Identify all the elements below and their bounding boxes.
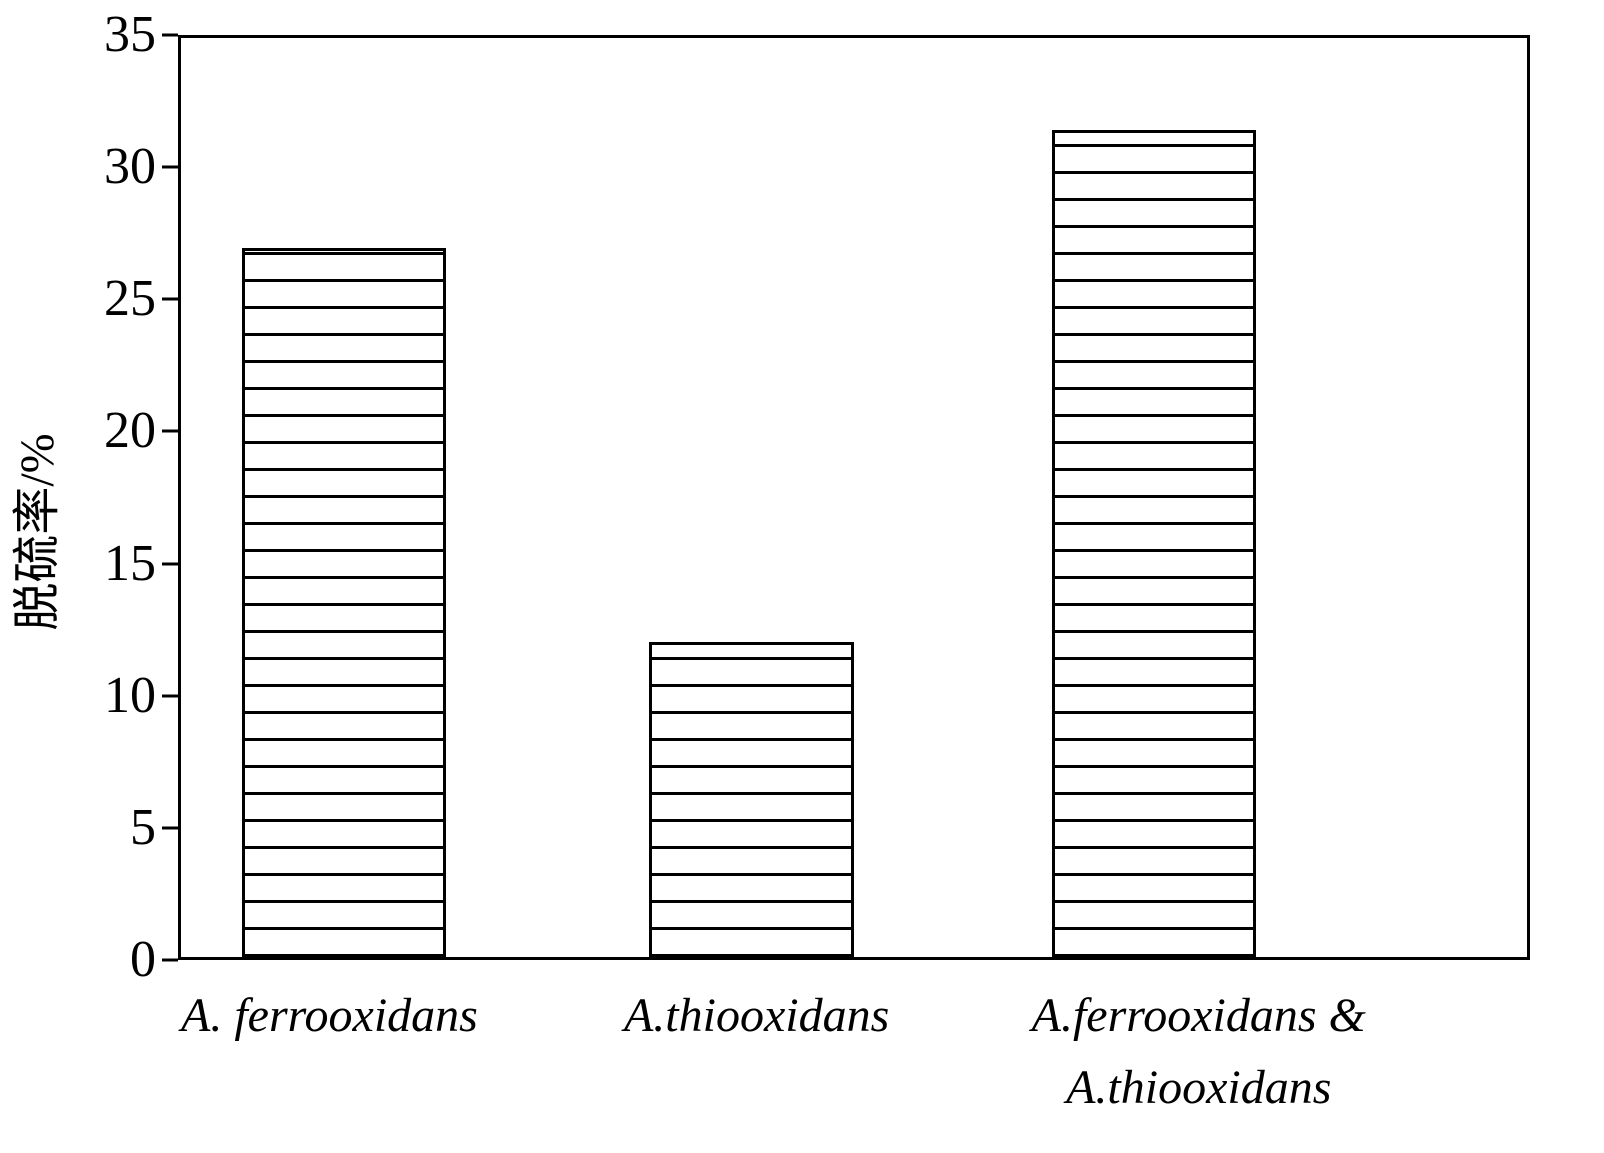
y-tick-label: 10 bbox=[104, 666, 156, 724]
y-tick-label: 30 bbox=[104, 138, 156, 196]
y-tick-label: 25 bbox=[104, 270, 156, 328]
x-category-label-line: A.thiooxidans bbox=[623, 989, 890, 1042]
bar bbox=[649, 641, 854, 957]
x-category-label: A. ferrooxidans bbox=[181, 980, 478, 1052]
x-category-label: A.thiooxidans bbox=[624, 980, 889, 1052]
plot-area bbox=[178, 35, 1530, 960]
y-tick-label: 0 bbox=[130, 931, 156, 988]
y-tick-label: 35 bbox=[104, 6, 156, 63]
y-tick-mark bbox=[162, 33, 178, 37]
x-category-label: A.ferrooxidans & A.thiooxidans bbox=[1032, 980, 1366, 1124]
y-tick-mark bbox=[162, 826, 178, 830]
y-tick-label: 15 bbox=[104, 534, 156, 592]
y-tick-mark bbox=[162, 694, 178, 698]
y-tick-mark bbox=[162, 429, 178, 433]
y-tick-label: 5 bbox=[130, 798, 156, 856]
bar bbox=[241, 248, 447, 957]
y-tick-label: 20 bbox=[104, 402, 156, 460]
x-category-label-line: A. ferrooxidans bbox=[180, 989, 478, 1042]
y-tick-mark bbox=[162, 958, 178, 962]
x-category-label-line: A.thiooxidans bbox=[1066, 1061, 1332, 1114]
y-tick-mark bbox=[162, 562, 178, 566]
bar bbox=[1051, 129, 1257, 957]
x-category-label-line: A.ferrooxidans & bbox=[1031, 989, 1366, 1042]
y-tick-mark bbox=[162, 297, 178, 301]
y-tick-mark bbox=[162, 165, 178, 169]
